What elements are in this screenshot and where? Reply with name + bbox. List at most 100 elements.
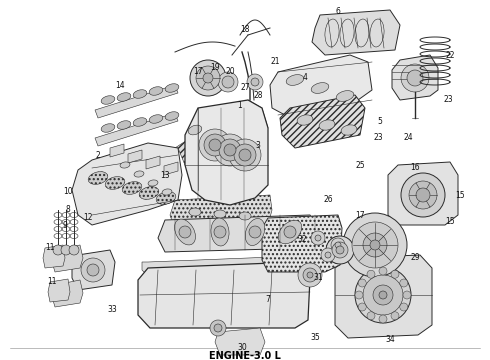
Polygon shape <box>280 95 365 148</box>
Polygon shape <box>164 162 178 175</box>
Ellipse shape <box>212 133 226 143</box>
Circle shape <box>367 312 375 320</box>
Circle shape <box>335 242 341 248</box>
Circle shape <box>401 173 445 217</box>
Text: 12: 12 <box>83 213 93 222</box>
Polygon shape <box>48 279 70 302</box>
Ellipse shape <box>120 162 130 168</box>
Text: 7: 7 <box>266 296 270 305</box>
Text: 24: 24 <box>403 134 413 143</box>
Text: 20: 20 <box>225 68 235 77</box>
Circle shape <box>209 139 221 151</box>
Text: 32: 32 <box>297 235 307 244</box>
Text: 19: 19 <box>210 63 220 72</box>
Ellipse shape <box>165 84 179 92</box>
Circle shape <box>325 252 331 258</box>
Ellipse shape <box>188 125 202 135</box>
Circle shape <box>379 315 387 323</box>
Text: 33: 33 <box>107 306 117 315</box>
Ellipse shape <box>117 121 131 129</box>
Polygon shape <box>146 156 160 169</box>
Ellipse shape <box>319 120 335 130</box>
Circle shape <box>391 312 399 320</box>
Polygon shape <box>72 143 182 225</box>
Polygon shape <box>52 245 83 272</box>
Circle shape <box>321 248 335 262</box>
Polygon shape <box>312 10 400 55</box>
Polygon shape <box>215 328 265 355</box>
Circle shape <box>367 270 375 278</box>
Ellipse shape <box>133 118 147 126</box>
Circle shape <box>229 139 261 171</box>
Text: 29: 29 <box>410 253 420 262</box>
Polygon shape <box>128 150 142 163</box>
Circle shape <box>214 324 222 332</box>
Ellipse shape <box>245 219 265 246</box>
Circle shape <box>222 76 234 88</box>
Circle shape <box>358 303 366 311</box>
Polygon shape <box>110 144 124 157</box>
Circle shape <box>363 233 387 257</box>
Ellipse shape <box>211 218 229 246</box>
Ellipse shape <box>105 177 125 189</box>
Text: 6: 6 <box>336 8 341 17</box>
Text: 18: 18 <box>240 26 250 35</box>
Ellipse shape <box>341 125 357 135</box>
Text: 23: 23 <box>373 134 383 143</box>
Ellipse shape <box>88 172 108 184</box>
Ellipse shape <box>239 212 251 220</box>
Polygon shape <box>392 55 438 100</box>
Ellipse shape <box>336 91 354 102</box>
Circle shape <box>196 66 220 90</box>
Circle shape <box>307 272 313 278</box>
Circle shape <box>81 258 105 282</box>
Polygon shape <box>142 256 300 278</box>
Circle shape <box>214 134 246 166</box>
Circle shape <box>403 291 411 299</box>
Ellipse shape <box>236 141 250 151</box>
Text: 23: 23 <box>443 95 453 104</box>
Circle shape <box>224 144 236 156</box>
Text: 17: 17 <box>355 211 365 220</box>
Text: 30: 30 <box>237 343 247 352</box>
Text: 25: 25 <box>355 161 365 170</box>
Circle shape <box>218 72 238 92</box>
Circle shape <box>343 213 407 277</box>
Ellipse shape <box>133 90 147 98</box>
Circle shape <box>87 264 99 276</box>
Circle shape <box>179 226 191 238</box>
Ellipse shape <box>286 75 304 85</box>
Text: 3: 3 <box>256 140 261 149</box>
Circle shape <box>363 275 403 315</box>
Circle shape <box>352 222 398 268</box>
Ellipse shape <box>134 171 144 177</box>
Ellipse shape <box>101 96 115 104</box>
Circle shape <box>400 279 408 287</box>
Text: 8: 8 <box>66 206 71 215</box>
Ellipse shape <box>214 210 226 218</box>
Text: 10: 10 <box>63 188 73 197</box>
Circle shape <box>214 226 226 238</box>
Ellipse shape <box>189 208 201 216</box>
Circle shape <box>204 134 226 156</box>
Circle shape <box>239 149 251 161</box>
Ellipse shape <box>311 83 329 93</box>
Circle shape <box>284 226 296 238</box>
Circle shape <box>379 267 387 275</box>
Circle shape <box>331 238 345 252</box>
Circle shape <box>355 291 363 299</box>
Circle shape <box>355 267 411 323</box>
Polygon shape <box>158 215 318 252</box>
Text: 5: 5 <box>378 117 382 126</box>
Circle shape <box>234 144 256 166</box>
Text: 17: 17 <box>193 68 203 77</box>
Polygon shape <box>72 250 115 290</box>
Ellipse shape <box>101 124 115 132</box>
Circle shape <box>400 303 408 311</box>
Polygon shape <box>388 162 458 225</box>
Text: 34: 34 <box>385 336 395 345</box>
Ellipse shape <box>117 93 131 101</box>
Ellipse shape <box>174 219 196 245</box>
Polygon shape <box>335 255 432 338</box>
Circle shape <box>379 291 387 299</box>
